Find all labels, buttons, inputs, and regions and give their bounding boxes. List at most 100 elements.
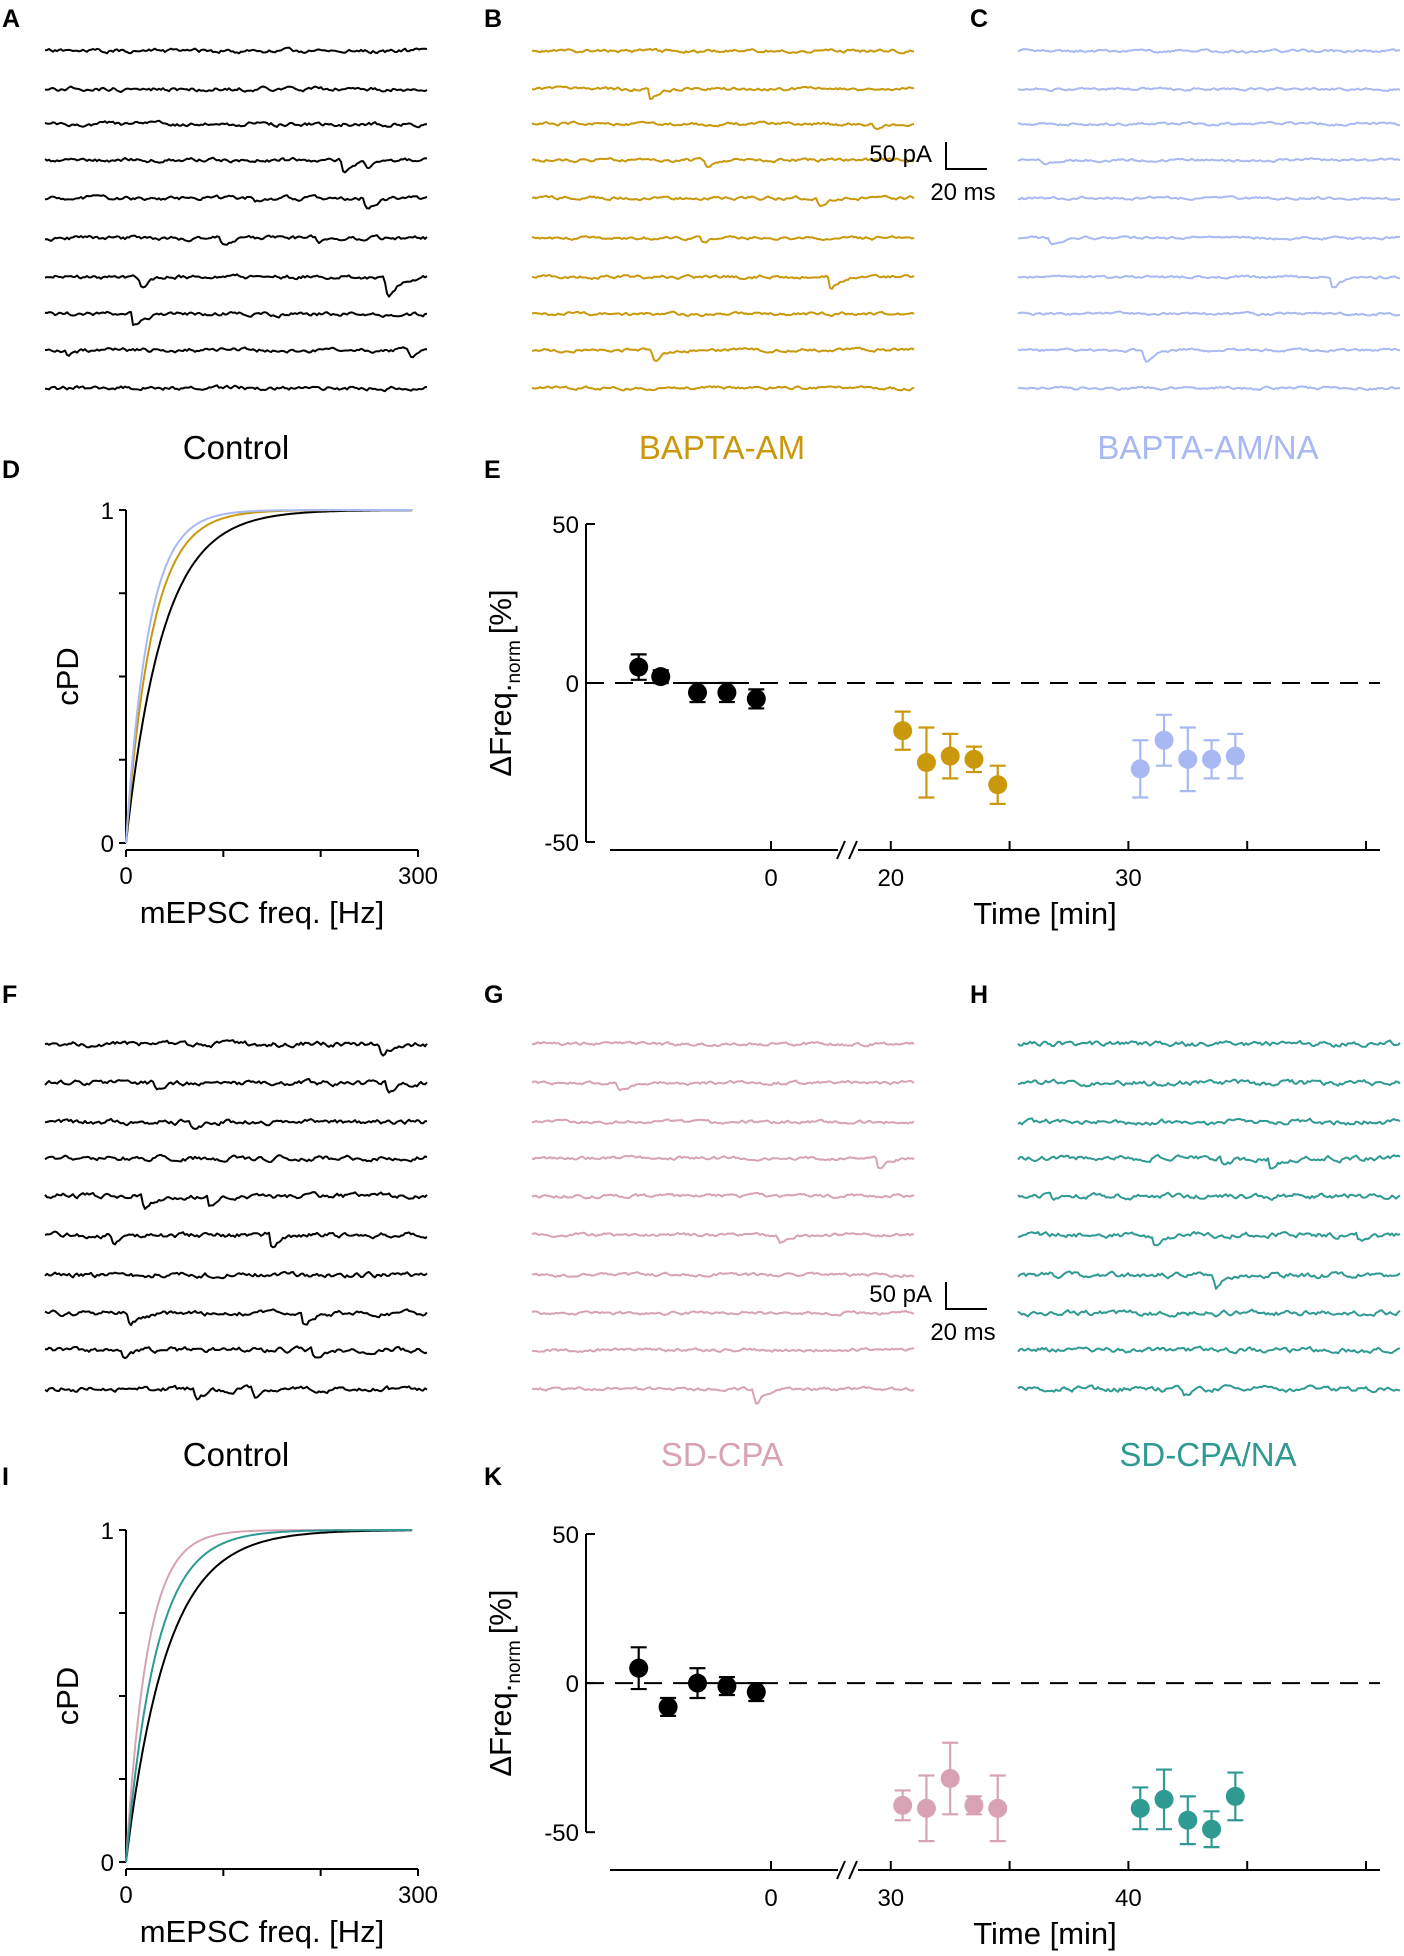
chart-i-cumulative: 0 1 0 300 mEPSC freq. [Hz] cPD — [50, 1518, 438, 1949]
data-point-control — [629, 1658, 649, 1678]
trace-sweep-4 — [531, 156, 915, 169]
scale-bar-bottom-current: 50 pA — [869, 1281, 932, 1308]
trace-sweep-4 — [44, 156, 428, 174]
data-point-bapta-am-na — [1178, 749, 1198, 769]
trace-sweep-3 — [44, 119, 428, 129]
trace-sweep-3 — [44, 1117, 427, 1130]
chart-e-timecourse: -50 0 50 0 20 30 Time [min] ΔFreq.norm [%] — [483, 512, 1380, 931]
x-tick-label: 40 — [1115, 1885, 1142, 1912]
x-tick-label: 30 — [1115, 865, 1142, 892]
chart-d-cumulative: 0 1 0 300 mEPSC freq. [Hz] cPD — [50, 498, 438, 930]
trace-sweep-7 — [44, 1270, 428, 1280]
data-point-sd-cpa-na — [1225, 1786, 1245, 1806]
data-point-control — [717, 683, 737, 703]
x-tick-label: 30 — [877, 1885, 904, 1912]
trace-sweep-5 — [531, 194, 915, 207]
trace-sweep-3 — [1017, 120, 1401, 127]
trace-sweep-5 — [531, 1192, 915, 1200]
panel-label-h: H — [970, 981, 988, 1009]
data-point-bapta-am — [893, 721, 913, 741]
trace-sweep-5 — [1017, 1191, 1401, 1201]
data-point-sd-cpa-na — [1202, 1819, 1222, 1839]
x-tick-label: 0 — [764, 865, 777, 892]
y-axis-label-sub: norm — [504, 1640, 525, 1683]
panel-label-c: C — [970, 5, 988, 33]
scale-bar-top-time: 20 ms — [930, 179, 995, 206]
trace-sweep-1 — [531, 47, 915, 55]
trace-sweep-7 — [531, 273, 915, 290]
y-tick-label: -50 — [544, 1820, 579, 1847]
y-axis-label-main: ΔFreq. — [483, 684, 518, 777]
y-axis-label: ΔFreq.norm [%] — [483, 1590, 525, 1777]
trace-sweep-2 — [531, 85, 915, 100]
data-point-sd-cpa-na — [1130, 1798, 1150, 1818]
trace-sweep-2 — [44, 85, 428, 93]
data-point-sd-cpa — [964, 1795, 984, 1815]
trace-sweep-10 — [44, 1384, 428, 1401]
traces-sd-cpa-na — [1017, 1039, 1401, 1397]
scale-bar-bottom-lines — [945, 1282, 987, 1310]
x-tick-label: 20 — [877, 865, 904, 892]
trace-sweep-9 — [45, 346, 428, 359]
trace-sweep-7 — [1017, 1270, 1401, 1290]
trace-sweep-5 — [44, 1191, 428, 1210]
y-tick-label: 0 — [566, 671, 579, 698]
x-axis-label: Time [min] — [973, 896, 1117, 931]
y-axis-label: cPD — [50, 647, 85, 706]
x-axis-label: Time [min] — [973, 1916, 1117, 1951]
trace-sweep-10 — [1017, 385, 1401, 392]
y-axis-label: cPD — [50, 1667, 85, 1726]
y-tick-label: 1 — [101, 498, 114, 525]
y-tick-label: -50 — [544, 830, 579, 857]
trace-sweep-9 — [1017, 347, 1401, 363]
y-tick-label: 0 — [101, 1850, 114, 1877]
trace-sweep-6 — [1017, 235, 1401, 246]
trace-sweep-2 — [44, 1078, 428, 1094]
y-axis-label-main: ΔFreq. — [483, 1684, 518, 1777]
x-tick-label: 300 — [398, 1882, 438, 1909]
trace-sweep-6 — [44, 234, 428, 246]
trace-sweep-7 — [1018, 274, 1400, 289]
trace-sweep-4 — [1017, 1153, 1401, 1170]
traces-bapta-am-na — [1017, 48, 1401, 392]
trace-sweep-8 — [44, 310, 428, 326]
panel-label-e: E — [484, 456, 501, 484]
data-point-sd-cpa-na — [1154, 1789, 1174, 1809]
data-point-sd-cpa — [988, 1798, 1008, 1818]
trace-sweep-6 — [1017, 1230, 1401, 1247]
condition-title-bapta-am: BAPTA-AM — [639, 429, 805, 466]
trace-sweep-7 — [44, 273, 428, 298]
data-point-control — [746, 1682, 766, 1702]
trace-sweep-10 — [531, 385, 915, 392]
data-point-bapta-am-na — [1202, 749, 1222, 769]
data-point-bapta-am — [940, 746, 960, 766]
trace-sweep-3 — [1017, 1117, 1401, 1126]
trace-sweep-8 — [44, 1308, 428, 1327]
trace-sweep-1 — [1017, 48, 1400, 54]
data-point-sd-cpa-na — [1178, 1810, 1198, 1830]
data-point-bapta-am — [988, 775, 1008, 795]
condition-title-control-top: Control — [183, 429, 289, 466]
trace-sweep-7 — [531, 1271, 915, 1279]
axis-break-mark — [848, 1860, 858, 1880]
y-axis-label: ΔFreq.norm [%] — [483, 589, 525, 776]
x-tick-label: 0 — [119, 1882, 132, 1909]
trace-sweep-9 — [44, 1345, 428, 1360]
panel-label-f: F — [2, 981, 17, 1009]
cdf-line-sd-cpa — [125, 1529, 413, 1863]
trace-sweep-8 — [531, 310, 915, 318]
trace-sweep-2 — [1017, 1078, 1401, 1088]
y-tick-label: 0 — [101, 831, 114, 858]
trace-sweep-2 — [1017, 86, 1401, 93]
x-tick-label: 300 — [398, 863, 438, 890]
chart-k-timecourse: -50 0 50 0 30 40 Time [min] ΔFreq.norm [%] — [483, 1522, 1380, 1951]
data-point-control — [688, 1673, 707, 1693]
trace-sweep-6 — [531, 235, 915, 244]
cdf-line-bapta-am-na — [125, 509, 413, 844]
data-point-sd-cpa — [916, 1798, 936, 1818]
data-point-bapta-am-na — [1130, 759, 1150, 779]
panel-label-d: D — [2, 456, 20, 484]
data-point-sd-cpa — [940, 1769, 960, 1789]
trace-sweep-4 — [44, 1153, 428, 1164]
